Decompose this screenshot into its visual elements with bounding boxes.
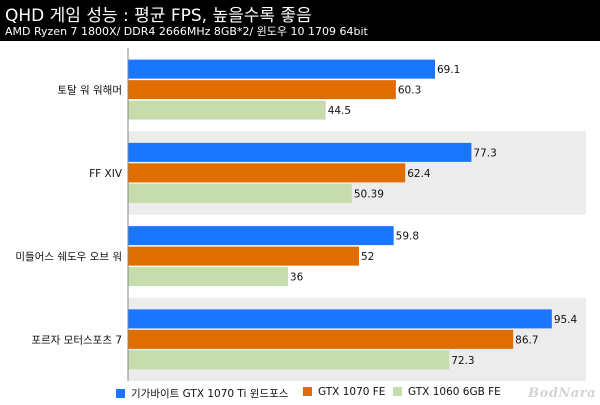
- bar-4-3: [128, 350, 450, 370]
- legend-label-series-2: GTX 1070 FE: [318, 386, 386, 398]
- legend-item-series-2: GTX 1070 FE: [303, 386, 385, 402]
- category-label-4: 포르자 모터스포츠 7: [31, 334, 122, 346]
- data-label-3-3: 36: [290, 272, 304, 284]
- legend: 기가바이트 GTX 1070 Ti 윈드포스 GTX 1070 FE GTX 1…: [0, 386, 600, 402]
- data-label-1-3: 44.5: [328, 105, 351, 117]
- chart-title: QHD 게임 성능 : 평균 FPS, 높을수록 좋음: [5, 6, 312, 26]
- category-label-3: 미들어스 쉐도우 오브 워: [15, 250, 122, 263]
- category-label-2: FF XIV: [89, 168, 123, 180]
- bar-1-2: [128, 80, 396, 100]
- bar-4-1: [128, 309, 552, 329]
- legend-swatch-series-1: [116, 389, 125, 398]
- data-label-2-2: 62.4: [407, 168, 431, 180]
- data-label-2-3: 50.39: [354, 188, 384, 200]
- legend-label-series-3: GTX 1060 6GB FE: [408, 386, 501, 398]
- data-label-3-1: 59.8: [396, 231, 419, 243]
- legend-item-series-3: GTX 1060 6GB FE: [393, 386, 501, 402]
- data-label-2-1: 77.3: [473, 147, 496, 159]
- category-label-1: 토탈 워 워해머: [57, 84, 122, 97]
- bar-2-2: [128, 163, 406, 183]
- bar-2-1: [128, 142, 472, 162]
- data-label-3-2: 52: [361, 251, 374, 263]
- chart-header: QHD 게임 성능 : 평균 FPS, 높을수록 좋음 AMD Ryzen 7 …: [0, 0, 600, 41]
- bar-3-2: [128, 246, 360, 266]
- data-label-4-1: 95.4: [554, 314, 578, 326]
- legend-swatch-series-3: [393, 387, 402, 396]
- legend-swatch-series-2: [303, 387, 312, 396]
- chart-subtitle: AMD Ryzen 7 1800X/ DDR4 2666MHz 8GB*2/ 윈…: [5, 25, 368, 38]
- bar-1-1: [128, 59, 435, 79]
- bar-2-3: [128, 183, 352, 203]
- bar-chart: 69.1 60.3 44.5 토탈 워 워해머 77.3 62.4 50.39 FF XIV 5…: [15, 48, 586, 381]
- data-label-4-3: 72.3: [451, 355, 474, 367]
- legend-item-series-1: 기가바이트 GTX 1070 Ti 윈드포스: [116, 386, 288, 402]
- bar-4-2: [128, 329, 514, 349]
- bodnara-logo: BodNara: [528, 386, 596, 401]
- data-label-4-2: 86.7: [515, 334, 538, 346]
- legend-label-series-1: 기가바이트 GTX 1070 Ti 윈드포스: [131, 388, 289, 400]
- bar-3-1: [128, 226, 394, 246]
- data-label-1-2: 60.3: [398, 85, 421, 97]
- bar-1-3: [128, 100, 326, 120]
- bar-3-3: [128, 267, 288, 287]
- data-label-1-1: 69.1: [437, 64, 460, 76]
